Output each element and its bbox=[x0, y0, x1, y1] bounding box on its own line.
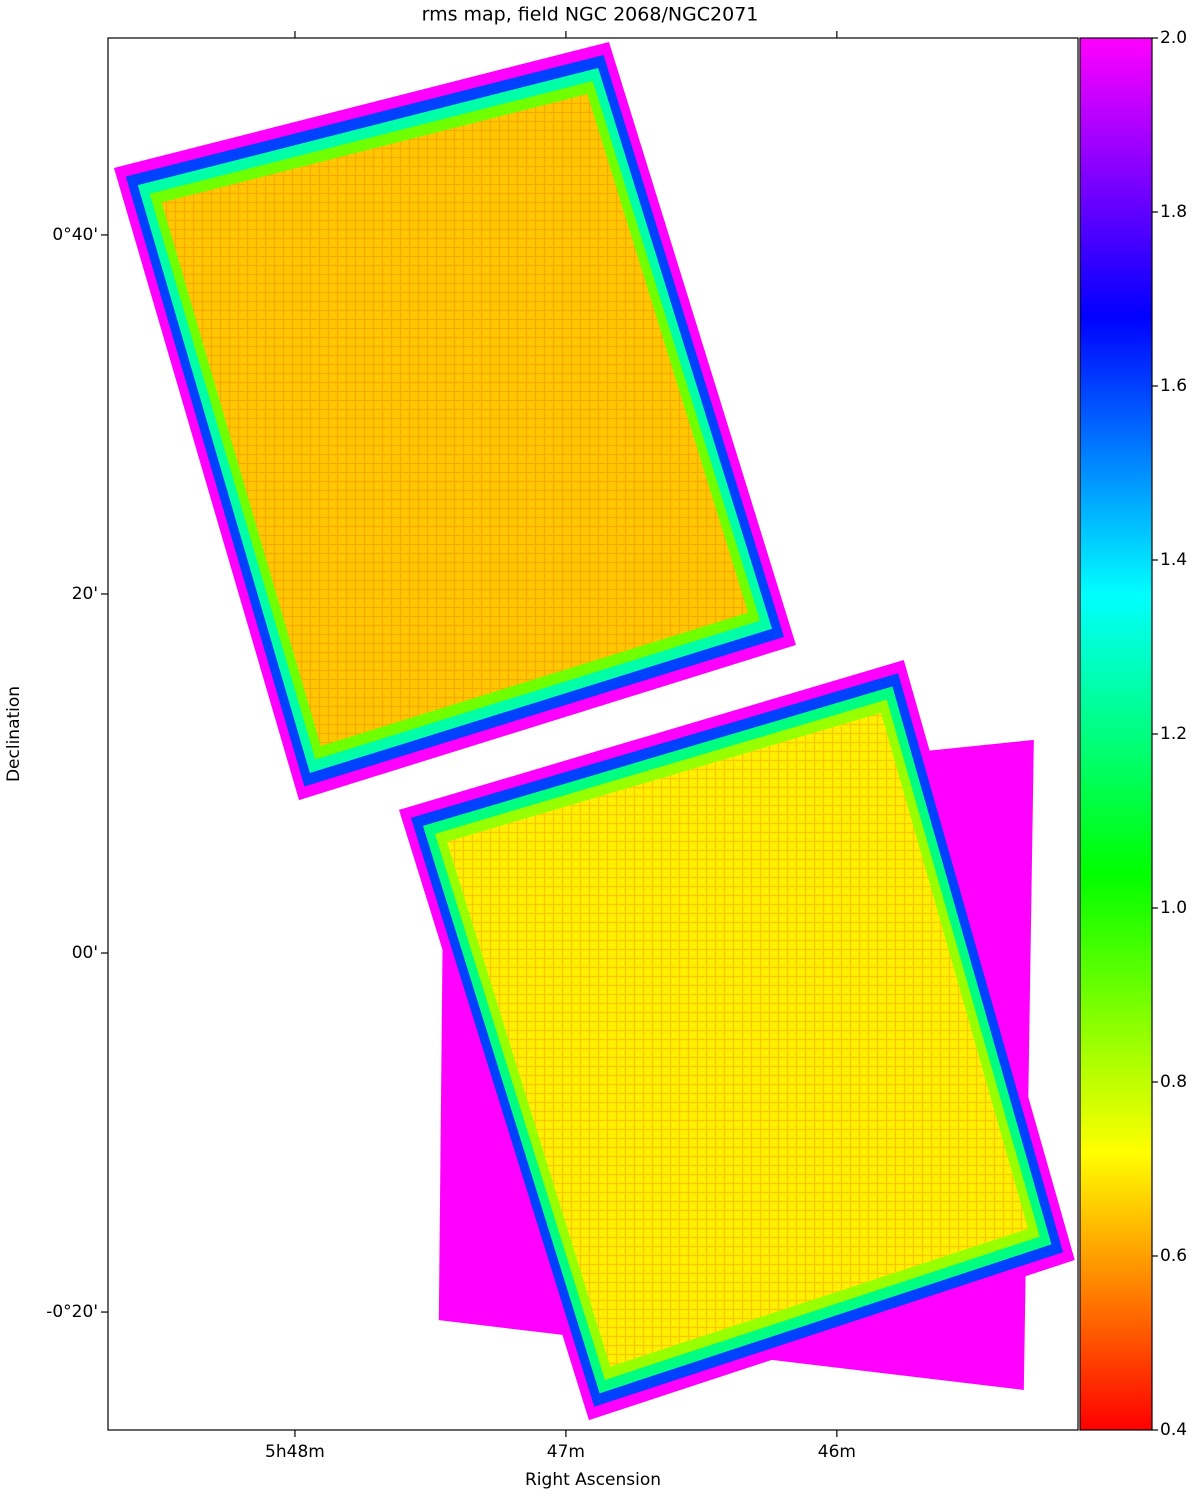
x-tick-label: 5h48m bbox=[265, 1442, 325, 1462]
colorbar-tick-label: 2.0 bbox=[1160, 28, 1187, 48]
y-tick-label: 20' bbox=[72, 584, 98, 604]
chart-title: rms map, field NGC 2068/NGC2071 bbox=[422, 4, 759, 26]
rms-texture bbox=[446, 712, 1029, 1367]
y-tick-label: -0°20' bbox=[46, 1302, 98, 1322]
colorbar-tick-label: 1.8 bbox=[1160, 202, 1187, 222]
colorbar-tick-label: 1.4 bbox=[1160, 550, 1187, 570]
colorbar-tick-label: 1.6 bbox=[1160, 376, 1187, 396]
rms-texture bbox=[161, 93, 749, 746]
colorbar-tick-label: 0.8 bbox=[1160, 1072, 1187, 1092]
colorbar-tick-label: 1.2 bbox=[1160, 724, 1187, 744]
x-tick-label: 47m bbox=[547, 1442, 585, 1462]
colorbar-tick-label: 0.4 bbox=[1160, 1420, 1187, 1440]
y-axis-label: Declination bbox=[4, 686, 24, 782]
y-tick-label: 0°40' bbox=[52, 225, 98, 245]
y-tick-label: 00' bbox=[72, 943, 98, 963]
colorbar-tick-label: 0.6 bbox=[1160, 1246, 1187, 1266]
plot-frame bbox=[107, 37, 1079, 1431]
x-axis-label: Right Ascension bbox=[525, 1470, 661, 1490]
plot-area bbox=[113, 41, 1075, 1421]
x-tick-label: 46m bbox=[818, 1442, 856, 1462]
colorbar-tick-label: 1.0 bbox=[1160, 898, 1187, 918]
colorbar bbox=[1079, 37, 1153, 1431]
